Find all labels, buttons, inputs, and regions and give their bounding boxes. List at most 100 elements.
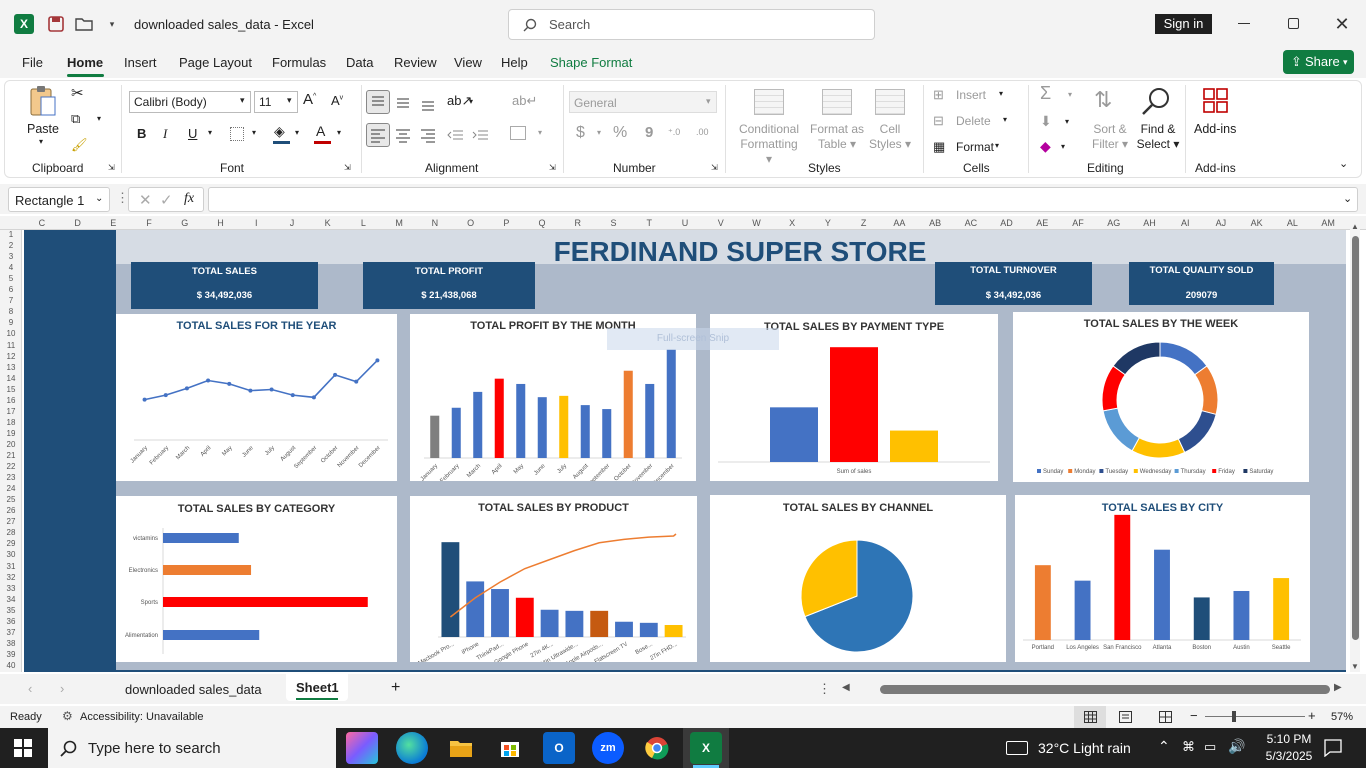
format-cells-icon[interactable]: ▦: [933, 139, 946, 154]
copy-icon[interactable]: ⧉: [71, 111, 81, 126]
sheet-tab-sheet1[interactable]: Sheet1: [296, 680, 339, 695]
format-chevron-icon[interactable]: ▾: [995, 141, 1000, 150]
align-right-icon[interactable]: [418, 124, 440, 146]
formula-options-icon[interactable]: ⋮: [116, 190, 129, 205]
copilot-icon[interactable]: [346, 732, 378, 764]
chart-sales-year[interactable]: TOTAL SALES FOR THE YEAR January February…: [116, 314, 397, 481]
scroll-left-icon[interactable]: ◀: [842, 682, 850, 693]
zoom-slider-thumb[interactable]: [1231, 711, 1236, 722]
formula-input[interactable]: ⌄: [208, 187, 1358, 212]
copy-chevron-icon[interactable]: ▾: [97, 114, 102, 123]
paste-chevron-icon[interactable]: ▾: [39, 137, 44, 146]
zoom-app-icon[interactable]: zm: [592, 732, 624, 764]
dashboard-sidebar[interactable]: [24, 230, 116, 672]
merge-center-icon[interactable]: [510, 126, 526, 140]
tab-view[interactable]: View: [454, 55, 482, 70]
close-icon[interactable]: ✕: [1334, 13, 1350, 34]
find-select-icon[interactable]: [1140, 87, 1172, 117]
merge-chevron-icon[interactable]: ▾: [538, 128, 543, 137]
add-ins-button[interactable]: Add-ins: [1194, 122, 1237, 136]
name-box[interactable]: Rectangle 1 ⌄: [8, 187, 110, 212]
number-launcher-icon[interactable]: ⇲: [711, 163, 718, 172]
windows-start-icon[interactable]: [14, 739, 32, 757]
restore-icon[interactable]: [1288, 18, 1299, 29]
fill-chevron-icon[interactable]: ▾: [1065, 117, 1070, 126]
minimize-icon[interactable]: [1238, 23, 1250, 24]
store-icon[interactable]: [494, 732, 526, 764]
insert-cells-label[interactable]: Insert: [956, 88, 987, 102]
prev-sheet-icon[interactable]: ‹: [28, 681, 33, 696]
delete-chevron-icon[interactable]: ▾: [1003, 115, 1008, 124]
folder-icon[interactable]: [74, 14, 94, 34]
paste-label[interactable]: Paste: [27, 122, 59, 136]
align-bottom-icon[interactable]: [418, 91, 440, 113]
orientation-icon[interactable]: ab↗: [447, 93, 473, 108]
cell-styles-icon[interactable]: [875, 89, 905, 115]
scroll-up-icon[interactable]: ▲: [1351, 222, 1359, 231]
borders-icon[interactable]: [230, 127, 244, 141]
chart-sales-category[interactable]: TOTAL SALES BY CATEGORY victamins Electro…: [116, 496, 397, 662]
currency-button[interactable]: $: [576, 124, 585, 141]
status-accessibility[interactable]: Accessibility: Unavailable: [80, 711, 204, 723]
search-box[interactable]: Search: [508, 9, 875, 40]
kpi-total-sales[interactable]: TOTAL SALES $ 34,492,036: [131, 262, 318, 309]
notification-icon[interactable]: [1324, 739, 1342, 757]
paste-icon[interactable]: [27, 85, 59, 119]
fill-color-icon[interactable]: ◈: [274, 123, 285, 139]
cancel-formula-icon[interactable]: ✕: [139, 192, 152, 209]
font-launcher-icon[interactable]: ⇲: [344, 163, 351, 172]
clock-date[interactable]: 5/3/2025: [1265, 749, 1313, 763]
tab-page-layout[interactable]: Page Layout: [179, 55, 253, 70]
taskbar-search[interactable]: Type here to search: [48, 728, 336, 768]
enter-formula-icon[interactable]: ✓: [160, 192, 173, 209]
file-explorer-icon[interactable]: [445, 732, 477, 764]
page-break-view-icon[interactable]: [1159, 711, 1172, 723]
wrap-text-icon[interactable]: ab↵: [512, 93, 538, 108]
clear-icon[interactable]: ◆: [1040, 138, 1051, 154]
chart-sales-city[interactable]: TOTAL SALES BY CITY Portland Los Angeles S…: [1015, 495, 1310, 662]
format-as-table-button[interactable]: Format as Table ▾: [809, 122, 864, 151]
format-painter-icon[interactable]: 🖌: [71, 137, 88, 152]
chart-sales-week[interactable]: TOTAL SALES BY THE WEEK Sunday Monday Tues…: [1013, 312, 1309, 482]
number-format-select[interactable]: General ▾: [569, 91, 717, 113]
orientation-chevron-icon[interactable]: ▾: [469, 97, 474, 106]
autosum-button[interactable]: Σ: [1040, 83, 1052, 103]
vertical-scrollbar[interactable]: ▲ ▼: [1350, 222, 1360, 672]
scroll-right-icon[interactable]: ▶: [1334, 682, 1342, 693]
outlook-icon[interactable]: O: [543, 732, 575, 764]
sheet-options-icon[interactable]: ⋮: [818, 681, 831, 696]
underline-button[interactable]: U: [188, 126, 198, 141]
delete-cells-label[interactable]: Delete: [956, 114, 991, 128]
decrease-decimal-icon[interactable]: .00: [696, 127, 709, 137]
expand-formula-icon[interactable]: ⌄: [1343, 193, 1353, 205]
bold-button[interactable]: B: [137, 126, 147, 141]
excel-taskbar-icon[interactable]: X: [690, 732, 722, 764]
tab-data[interactable]: Data: [346, 55, 374, 70]
tab-help[interactable]: Help: [501, 55, 528, 70]
tray-chevron-icon[interactable]: ⌃: [1158, 738, 1170, 754]
fill-chevron-icon[interactable]: ▾: [295, 128, 300, 137]
weather-icon[interactable]: [1006, 741, 1028, 755]
network-icon[interactable]: ▭: [1204, 739, 1217, 754]
collapse-ribbon-icon[interactable]: ⌄: [1339, 158, 1349, 170]
tab-formulas[interactable]: Formulas: [272, 55, 327, 70]
find-select-button[interactable]: Find & Select ▾: [1136, 122, 1180, 151]
next-sheet-icon[interactable]: ›: [60, 681, 65, 696]
chart-sales-channel[interactable]: TOTAL SALES BY CHANNEL OnlineOnsite: [710, 495, 1006, 662]
customize-toolbar-icon[interactable]: ▾: [109, 18, 115, 29]
increase-indent-icon[interactable]: [470, 124, 492, 146]
save-icon[interactable]: [46, 14, 66, 34]
sort-filter-icon[interactable]: ⇅: [1094, 87, 1113, 112]
zoom-in-icon[interactable]: +: [1308, 708, 1316, 723]
fill-icon[interactable]: ⬇: [1040, 113, 1052, 129]
grow-font-icon[interactable]: A^: [303, 91, 317, 108]
format-cells-label[interactable]: Format: [956, 140, 995, 154]
chart-sales-product[interactable]: TOTAL SALES BY PRODUCT Macbook Pro... iPh…: [410, 496, 697, 662]
italic-button[interactable]: I: [163, 126, 168, 141]
clock-time[interactable]: 5:10 PM: [1266, 732, 1312, 746]
cut-icon[interactable]: ✂: [71, 85, 84, 102]
comma-button[interactable]: 9: [645, 124, 654, 141]
conditional-formatting-icon[interactable]: [754, 89, 784, 115]
underline-chevron-icon[interactable]: ▾: [208, 128, 213, 137]
conditional-formatting-button[interactable]: Conditional Formatting ▾: [738, 122, 800, 166]
